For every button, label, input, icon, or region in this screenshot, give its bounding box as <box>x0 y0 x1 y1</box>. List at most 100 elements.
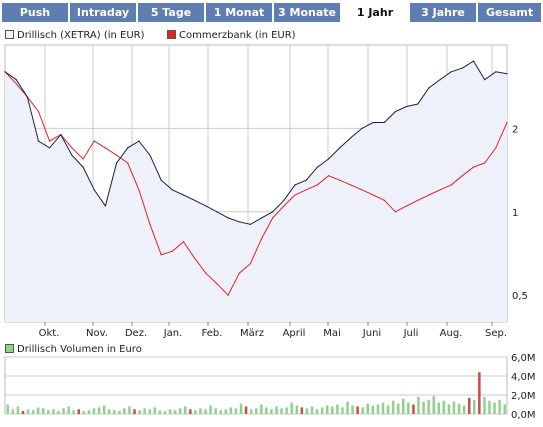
tab-5-tage[interactable]: 5 Tage <box>138 3 204 22</box>
x-tick-label: Okt. <box>39 328 60 339</box>
volume-bar <box>336 404 339 414</box>
tab-gesamt[interactable]: Gesamt <box>478 3 541 22</box>
commerzbank-line-point <box>472 166 475 168</box>
drillisch-line-point <box>4 71 6 73</box>
x-tick-label: Sep. <box>485 328 507 339</box>
period-tabs: Push Intraday 5 Tage 1 Monat 3 Monate 1 … <box>0 0 543 24</box>
drillisch-line-point <box>372 121 374 124</box>
tab-3-monate[interactable]: 3 Monate <box>274 3 340 22</box>
drillisch-line-point <box>49 147 51 149</box>
commerzbank-line-point <box>372 194 374 196</box>
volume-bar <box>437 402 440 414</box>
volume-plot-area <box>4 356 508 415</box>
tab-3-jahre[interactable]: 3 Jahre <box>410 3 476 22</box>
drillisch-line-point <box>506 73 508 75</box>
commerzbank-line-point <box>127 162 129 164</box>
volume-bar <box>381 402 385 414</box>
tab-push[interactable]: Push <box>2 3 68 22</box>
drillisch-line-point <box>37 140 40 142</box>
volume-bar <box>346 401 349 414</box>
volume-bar <box>412 404 415 414</box>
volume-bar <box>163 411 167 414</box>
volume-bar <box>62 408 65 414</box>
drillisch-line-point <box>138 140 140 142</box>
x-tick-label: Nov. <box>86 328 108 339</box>
volume-bar <box>77 409 80 415</box>
commerzbank-line-point <box>227 294 229 296</box>
volume-bar <box>16 406 20 414</box>
commerzbank-line-point <box>339 179 341 181</box>
y-tick-label: 0,5 <box>512 291 528 302</box>
volume-bar <box>255 408 258 414</box>
volume-bar <box>36 407 40 414</box>
volume-bar <box>310 406 314 414</box>
volume-bar <box>204 409 207 415</box>
volume-bar <box>249 409 253 415</box>
price-legend: Drillisch (XETRA) (in EUR) Commerzbank (… <box>0 30 543 42</box>
x-tick-label: Feb. <box>202 328 223 339</box>
volume-bar <box>483 396 486 414</box>
drillisch-line-point <box>394 111 396 113</box>
volume-bar <box>468 397 471 414</box>
volume-bar <box>386 405 390 414</box>
drillisch-line-point <box>60 134 62 136</box>
volume-title: Drillisch Volumen in Euro <box>17 344 142 355</box>
volume-bar <box>21 411 25 414</box>
x-tick-label: April <box>283 328 306 339</box>
volume-bar <box>234 408 238 414</box>
tab-1-jahr[interactable]: 1 Jahr <box>342 3 408 22</box>
commerzbank-line-point <box>194 257 196 259</box>
volume-bar <box>87 410 91 414</box>
volume-bar <box>285 407 288 414</box>
legend-commerzbank: Commerzbank (in EUR) <box>167 30 296 42</box>
drillisch-line-point <box>205 205 207 207</box>
volume-bar <box>11 409 15 415</box>
drillisch-line-point <box>450 71 452 73</box>
volume-bar <box>26 409 30 415</box>
volume-bar <box>72 410 75 414</box>
drillisch-line-point <box>261 217 263 219</box>
volume-bar <box>361 407 364 414</box>
drillisch-line-point <box>127 147 129 149</box>
drillisch-line-point <box>327 158 330 160</box>
drillisch-line-point <box>194 199 196 201</box>
volume-bar <box>57 411 60 414</box>
tab-1-monat[interactable]: 1 Monat <box>206 3 272 22</box>
drillisch-line-point <box>461 67 463 69</box>
volume-bar <box>123 408 126 414</box>
volume-bar <box>391 400 395 414</box>
volume-bar <box>290 402 293 414</box>
commerzbank-line-point <box>205 272 207 274</box>
legend-commerzbank-name: Commerzbank <box>179 30 252 41</box>
volume-bar <box>107 409 111 415</box>
drillisch-line-point <box>216 211 218 213</box>
x-tick-label: Dez. <box>125 328 147 339</box>
commerzbank-line-point <box>238 272 240 274</box>
volume-tick-label: 6,0M <box>511 353 536 364</box>
legend-swatch-commerzbank <box>167 30 176 39</box>
volume-bar <box>178 408 182 414</box>
commerzbank-line-point <box>182 241 185 243</box>
tab-intraday[interactable]: Intraday <box>70 3 136 22</box>
volume-bar <box>478 372 481 414</box>
drillisch-line-point <box>238 221 240 223</box>
volume-bar <box>417 396 420 414</box>
volume-tick-label: 0,0M <box>511 410 536 421</box>
drillisch-line-point <box>171 189 173 191</box>
x-tick-label: Aug. <box>440 328 463 339</box>
volume-bar <box>270 409 273 415</box>
commerzbank-line-point <box>37 111 40 113</box>
commerzbank-line-point <box>417 199 419 201</box>
volume-bar <box>376 404 380 414</box>
drillisch-line-point <box>339 147 341 149</box>
drillisch-line-point <box>283 199 285 201</box>
volume-legend: Drillisch Volumen in Euro <box>5 344 142 356</box>
volume-bar <box>184 406 187 414</box>
volume-bar <box>92 408 96 414</box>
volume-bar <box>300 407 304 414</box>
volume-bar <box>407 402 410 414</box>
legend-drillisch: Drillisch (XETRA) (in EUR) <box>5 30 145 42</box>
volume-bar <box>442 400 446 414</box>
drillisch-line <box>4 60 508 225</box>
